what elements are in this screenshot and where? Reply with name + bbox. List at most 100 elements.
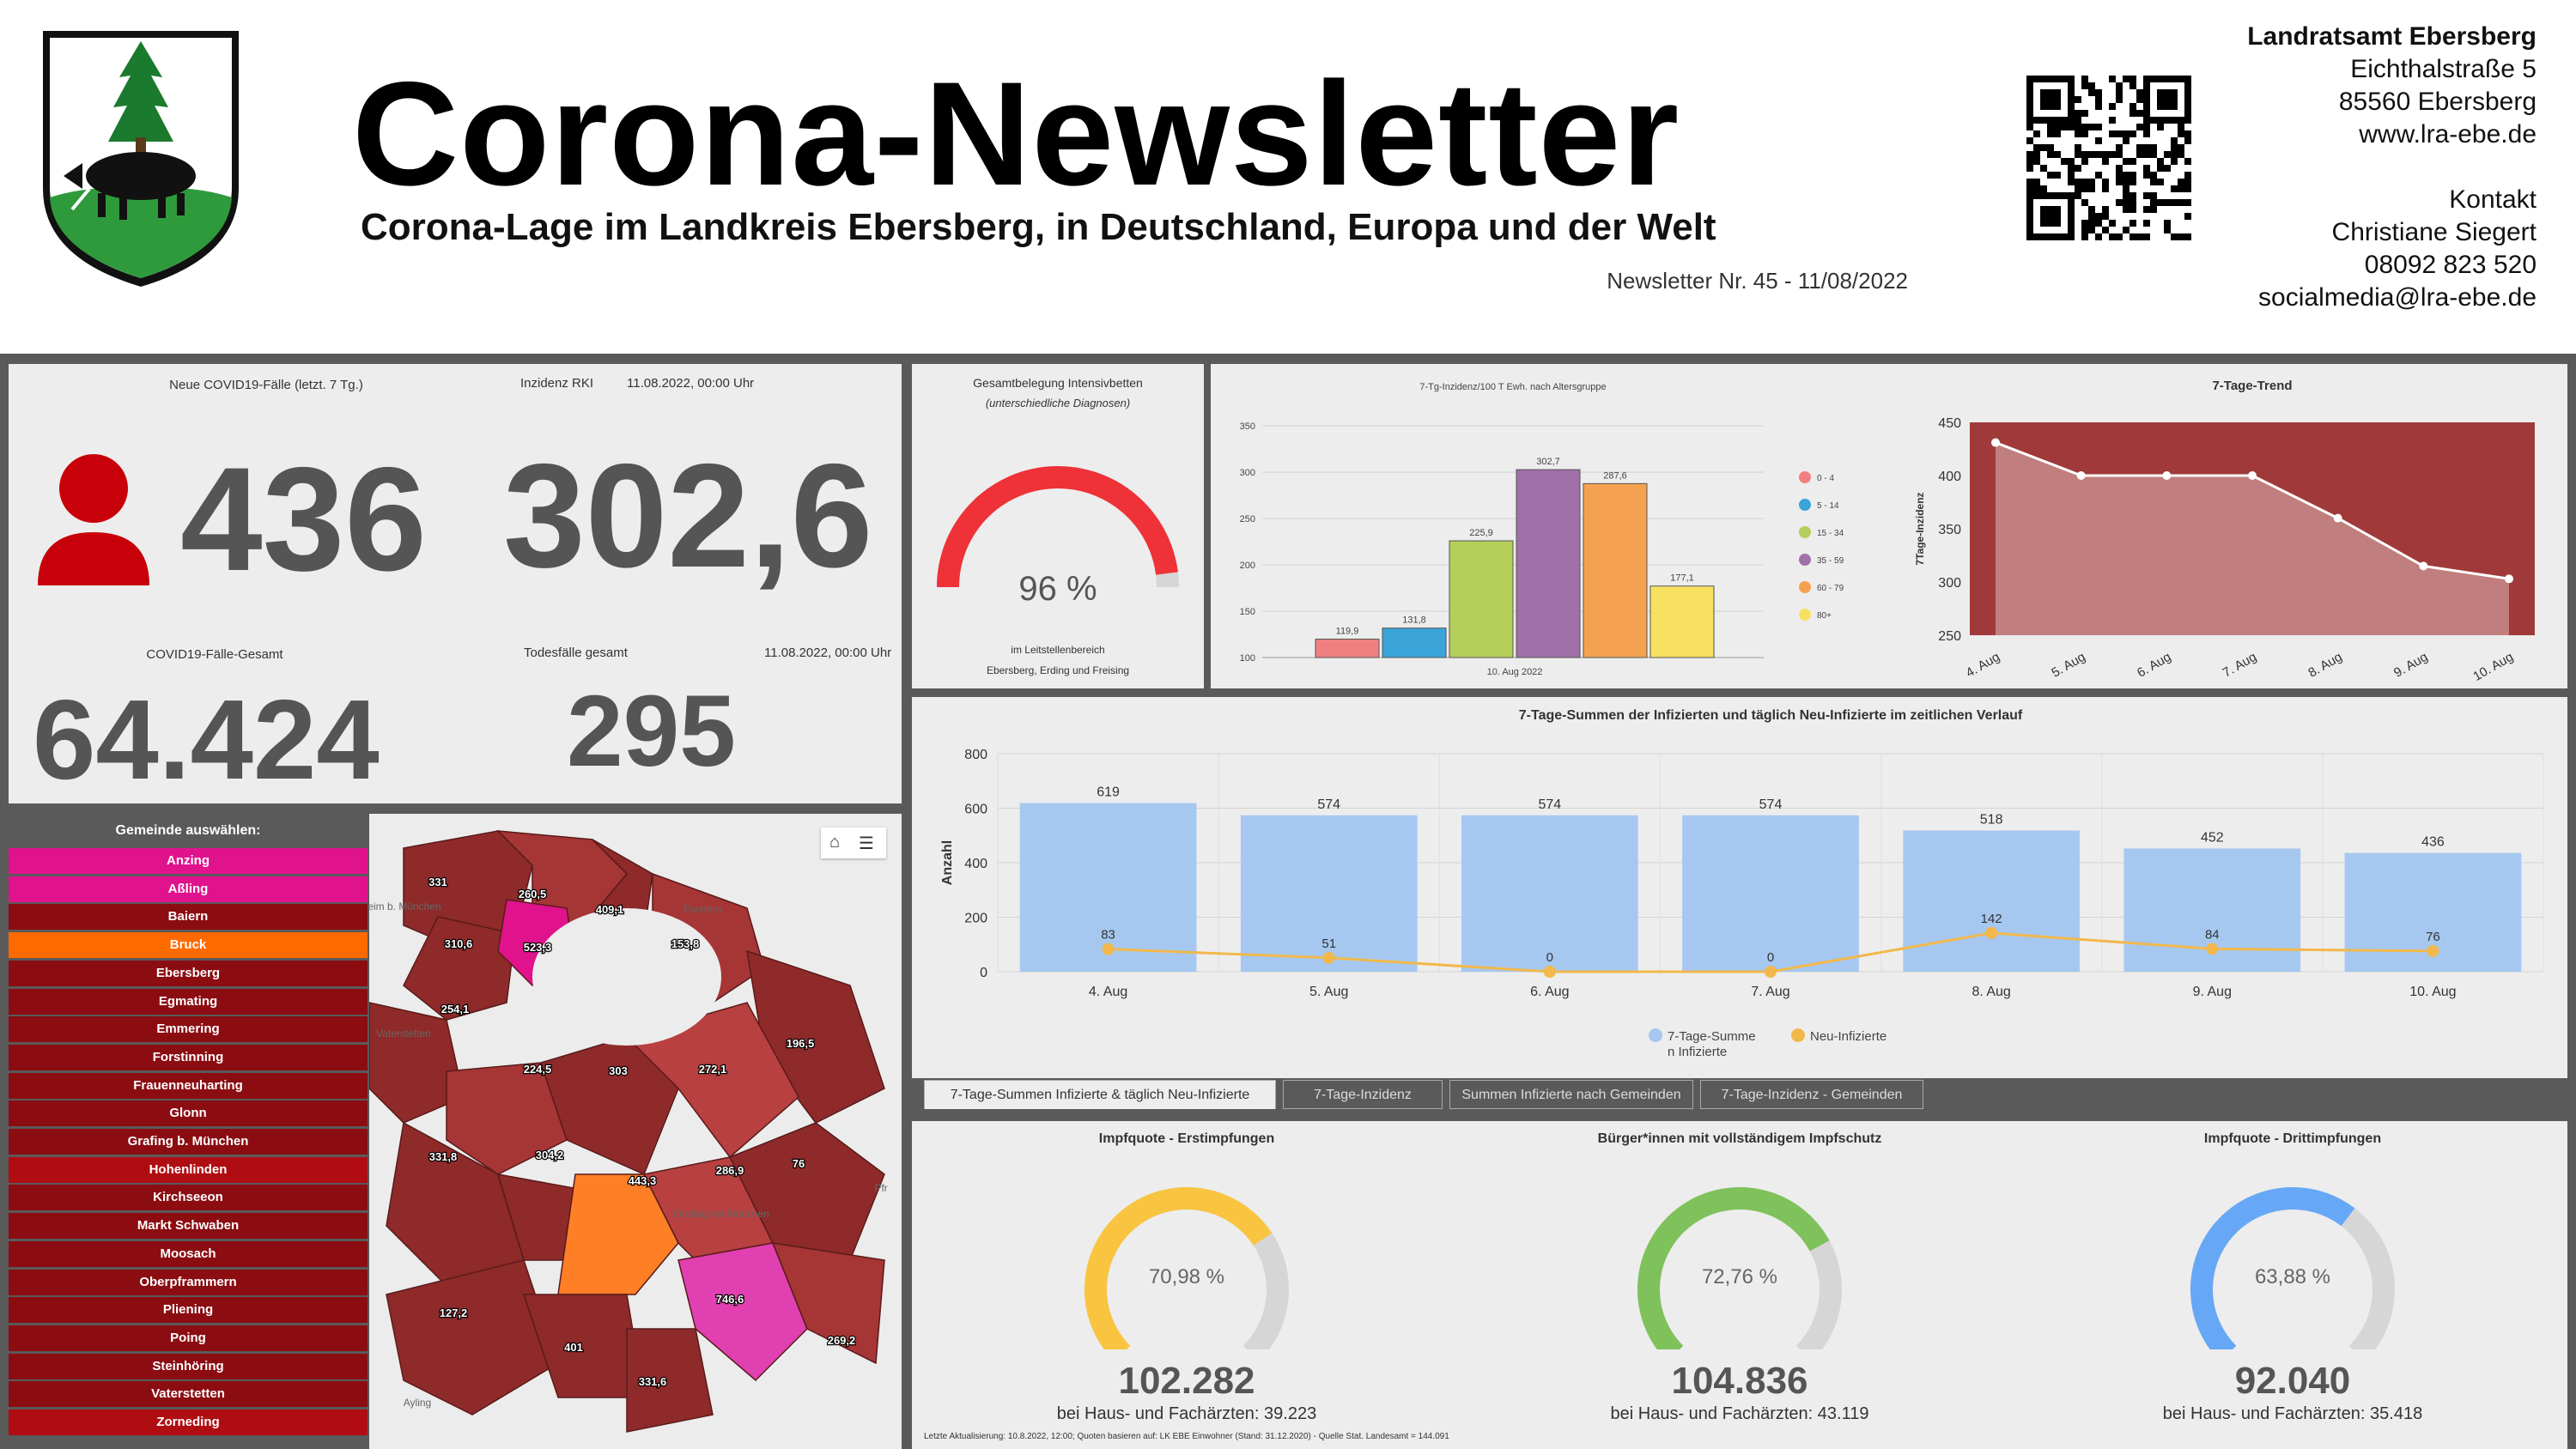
trend-chart-title: 7-Tage-Trend bbox=[2212, 379, 2292, 393]
weekly-legend-new[interactable]: Neu-Infizierte bbox=[1810, 1029, 1886, 1044]
municipality-item[interactable]: Anzing bbox=[9, 848, 368, 874]
age-chart-bar[interactable] bbox=[1315, 639, 1380, 658]
footer-note: Letzte Aktualisierung: 10.8.2022, 12:00;… bbox=[924, 1432, 1449, 1441]
weekly-new-point[interactable] bbox=[1765, 966, 1777, 978]
weekly-new-point[interactable] bbox=[2427, 944, 2439, 957]
map-value-label: 127,2 bbox=[440, 1307, 468, 1319]
tab-3[interactable]: Summen Infizierte nach Gemeinden bbox=[1449, 1080, 1693, 1109]
map-panel[interactable]: 331 260,5 409,1 310,6 523,3 153,8 254,1 196,5 22… bbox=[369, 814, 902, 1449]
map-toolbar: ⌂ ☰ bbox=[821, 828, 886, 858]
district-map[interactable]: 331 260,5 409,1 310,6 523,3 153,8 254,1 196,5 22… bbox=[369, 814, 902, 1449]
home-icon[interactable]: ⌂ bbox=[829, 833, 841, 852]
age-chart-ytick: 200 bbox=[1240, 561, 1255, 571]
vaccination-percent: 70,98 % bbox=[1148, 1265, 1225, 1288]
weekly-xtick: 8. Aug bbox=[1971, 985, 2010, 999]
map-region[interactable] bbox=[557, 1173, 679, 1295]
weekly-sum-label: 518 bbox=[1980, 813, 2003, 828]
municipality-item[interactable]: Zorneding bbox=[9, 1410, 368, 1435]
map-region[interactable] bbox=[446, 1062, 568, 1175]
weekly-new-point[interactable] bbox=[1322, 951, 1335, 964]
municipality-item[interactable]: Kirchseeon bbox=[9, 1185, 368, 1211]
qr-code[interactable] bbox=[2026, 76, 2191, 240]
weekly-new-point[interactable] bbox=[1543, 966, 1556, 978]
org-website-link[interactable]: www.lra-ebe.de bbox=[2359, 120, 2537, 149]
age-legend-label[interactable]: 80+ bbox=[1817, 611, 1832, 621]
age-legend-label[interactable]: 60 - 79 bbox=[1817, 584, 1844, 593]
municipality-item[interactable]: Glonn bbox=[9, 1100, 368, 1127]
weekly-sum-label: 436 bbox=[2421, 835, 2445, 850]
trend-point[interactable] bbox=[2162, 471, 2172, 480]
vaccination-count: 104.836 bbox=[1671, 1360, 1808, 1402]
trend-point[interactable] bbox=[2076, 471, 2086, 480]
weekly-new-point[interactable] bbox=[1985, 926, 1998, 939]
map-value-label: 331,6 bbox=[639, 1375, 667, 1388]
municipality-item[interactable]: Steinhöring bbox=[9, 1353, 368, 1379]
contact-name: Christiane Siegert bbox=[2331, 218, 2537, 246]
age-legend-swatch bbox=[1799, 554, 1811, 566]
map-region[interactable] bbox=[369, 1002, 465, 1124]
trend-ytick: 450 bbox=[1938, 416, 1961, 431]
trend-point[interactable] bbox=[2333, 513, 2342, 523]
map-region[interactable] bbox=[677, 1242, 808, 1382]
trend-point[interactable] bbox=[1991, 438, 2000, 447]
coat-of-arms-logo bbox=[43, 31, 239, 287]
map-region[interactable] bbox=[626, 1328, 714, 1433]
weekly-legend-sum[interactable]: 7-Tage-Summe n Infizierte bbox=[1668, 1029, 1756, 1059]
municipality-item[interactable]: Oberpframmern bbox=[9, 1269, 368, 1295]
municipality-item[interactable]: Emmering bbox=[9, 1016, 368, 1043]
municipality-item[interactable]: Pliening bbox=[9, 1297, 368, 1324]
weekly-xtick: 10. Aug bbox=[2409, 985, 2456, 999]
age-chart-bar[interactable] bbox=[1649, 585, 1715, 658]
municipality-item[interactable]: Forstinning bbox=[9, 1044, 368, 1070]
weekly-sum-bar[interactable] bbox=[1903, 830, 2080, 972]
municipality-item[interactable]: Egmating bbox=[9, 988, 368, 1015]
contact-email-link[interactable]: socialmedia@lra-ebe.de bbox=[2258, 283, 2537, 312]
municipality-item[interactable]: Aßling bbox=[9, 876, 368, 902]
weekly-new-label: 51 bbox=[1321, 937, 1336, 951]
age-legend-label[interactable]: 15 - 34 bbox=[1817, 529, 1844, 538]
vaccination-subtext: bei Haus- und Fachärzten: 39.223 bbox=[1056, 1404, 1317, 1423]
icu-title: Gesamtbelegung Intensivbetten bbox=[973, 376, 1143, 390]
municipality-item[interactable]: Poing bbox=[9, 1325, 368, 1351]
age-chart-bar[interactable] bbox=[1382, 627, 1447, 658]
municipality-item[interactable]: Moosach bbox=[9, 1240, 368, 1267]
trend-point[interactable] bbox=[2248, 471, 2257, 480]
map-value-label: 224,5 bbox=[524, 1063, 552, 1076]
municipality-item[interactable]: Vaterstetten bbox=[9, 1381, 368, 1408]
map-region[interactable] bbox=[625, 1002, 799, 1159]
weekly-sum-bar[interactable] bbox=[1240, 815, 1418, 972]
vaccination-gauge-2: Bürger*innen mit vollständigem Impfschut… bbox=[1465, 1121, 2014, 1430]
map-region[interactable] bbox=[522, 1294, 645, 1398]
weekly-sum-label: 452 bbox=[2201, 830, 2224, 845]
age-legend-label[interactable]: 5 - 14 bbox=[1817, 501, 1839, 511]
legend-list-icon[interactable]: ☰ bbox=[859, 834, 874, 853]
trend-point[interactable] bbox=[2505, 574, 2513, 584]
map-region[interactable] bbox=[386, 1259, 559, 1416]
municipality-item[interactable]: Markt Schwaben bbox=[9, 1213, 368, 1240]
municipality-item[interactable]: Grafing b. München bbox=[9, 1129, 368, 1155]
municipality-item[interactable]: Baiern bbox=[9, 904, 368, 931]
municipality-item[interactable]: Frauenneuharting bbox=[9, 1072, 368, 1099]
municipality-item[interactable]: Bruck bbox=[9, 932, 368, 959]
age-legend-label[interactable]: 0 - 4 bbox=[1817, 474, 1834, 483]
municipality-item[interactable]: Ebersberg bbox=[9, 960, 368, 986]
weekly-sum-bar[interactable] bbox=[1682, 815, 1859, 972]
vaccination-count: 102.282 bbox=[1118, 1360, 1255, 1402]
weekly-new-point[interactable] bbox=[1102, 943, 1115, 955]
trend-chart: 7-Tage-Trend 250 300 350 400 450 7Tage-Inziden… bbox=[1914, 379, 2535, 684]
map-region[interactable] bbox=[771, 1242, 885, 1365]
vaccination-count: 92.040 bbox=[2234, 1360, 2351, 1402]
age-chart-bar[interactable] bbox=[1449, 540, 1514, 658]
weekly-new-point[interactable] bbox=[2206, 943, 2219, 955]
map-region[interactable] bbox=[728, 1122, 885, 1261]
age-legend-label[interactable]: 35 - 59 bbox=[1817, 556, 1844, 566]
age-chart-bar[interactable] bbox=[1583, 482, 1648, 658]
trend-point[interactable] bbox=[2419, 561, 2428, 571]
icu-gauge bbox=[937, 466, 1179, 588]
weekly-sum-bar[interactable] bbox=[1461, 815, 1638, 972]
municipality-item[interactable]: Hohenlinden bbox=[9, 1156, 368, 1183]
age-chart-bar[interactable] bbox=[1516, 469, 1581, 658]
tab-1[interactable]: 7-Tage-Summen Infizierte & täglich Neu-I… bbox=[924, 1080, 1276, 1109]
tab-4[interactable]: 7-Tage-Inzidenz - Gemeinden bbox=[1700, 1080, 1923, 1109]
tab-2[interactable]: 7-Tage-Inzidenz bbox=[1283, 1080, 1443, 1109]
